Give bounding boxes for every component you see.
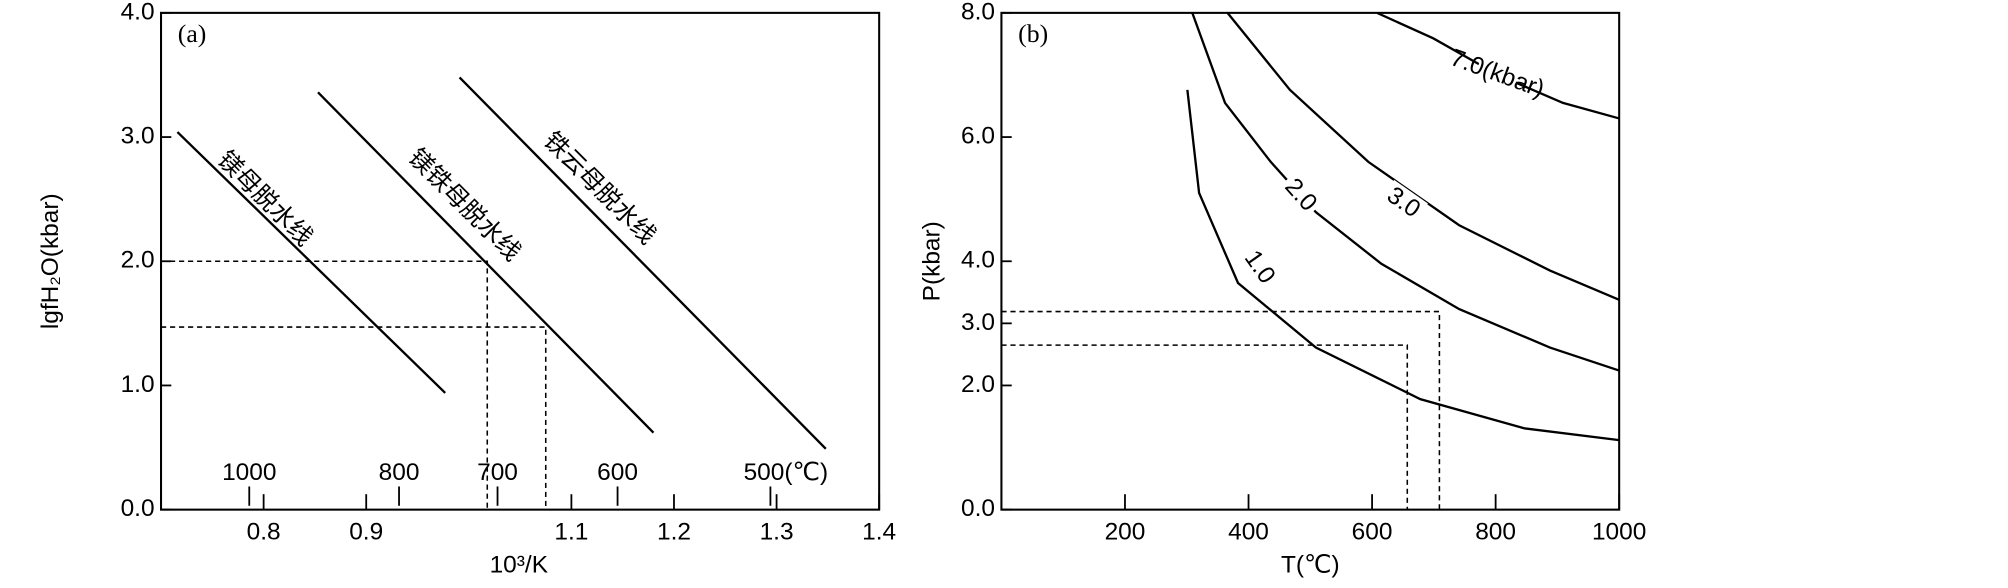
temperature-tick-label: 500(℃) [744, 459, 828, 486]
x-tick-label: 1.4 [862, 518, 896, 545]
panel-label: (a) [178, 19, 207, 48]
x-tick-label: 1.2 [657, 518, 691, 545]
x-axis-label: T(℃) [1281, 552, 1340, 579]
x-tick-label: 1.1 [554, 518, 588, 545]
x-tick-label: 0.9 [349, 518, 383, 545]
plot-frame [160, 11, 881, 511]
x-tick-label: 1000 [1592, 518, 1646, 545]
temperature-tick-label: 1000 [222, 459, 276, 486]
x-tick-label: 400 [1228, 518, 1269, 545]
guide-line [161, 326, 547, 510]
curve [176, 131, 447, 394]
x-tick-label: 0.8 [247, 518, 281, 545]
x-axis-label: 10³/K [490, 552, 549, 579]
curve-label-bg [1275, 170, 1325, 221]
curve [1191, 12, 1620, 372]
y-tick-label: 6.0 [961, 123, 995, 150]
y-tick-label: 0.0 [121, 495, 155, 522]
y-tick-label: 3.0 [961, 309, 995, 336]
y-tick-label: 3.0 [121, 123, 155, 150]
curve-label: 镁铁母脱水线 [403, 143, 526, 266]
y-tick-label: 2.0 [961, 371, 995, 398]
panel-label: (b) [1018, 19, 1048, 48]
y-tick-label: 8.0 [961, 0, 995, 25]
curve [458, 76, 827, 450]
curve-label: 镁母脱水线 [212, 145, 318, 251]
curve-label: 7.0(kbar) [1447, 44, 1548, 103]
y-tick-label: 0.0 [961, 495, 995, 522]
curve-label-bg [1235, 242, 1283, 293]
curve [1226, 12, 1620, 301]
y-tick-label: 2.0 [121, 247, 155, 274]
curve [1186, 89, 1620, 442]
guide-line [1001, 344, 1409, 510]
temperature-tick-label: 800 [379, 459, 420, 486]
curve-label-bg [1472, 54, 1522, 95]
y-axis-label: lgfH₂O(kbar) [37, 193, 64, 329]
y-tick-label: 1.0 [121, 371, 155, 398]
guide-line [1001, 310, 1441, 510]
x-tick-label: 200 [1105, 518, 1146, 545]
y-axis-label: P(kbar) [919, 221, 946, 301]
temperature-tick-label: 600 [597, 459, 638, 486]
curve-label: 3.0 [1382, 182, 1425, 224]
curve [317, 91, 655, 434]
x-tick-label: 600 [1352, 518, 1393, 545]
x-tick-label: 1.3 [760, 518, 794, 545]
temperature-tick-label: 700 [477, 459, 518, 486]
curve-label: 1.0 [1239, 245, 1281, 288]
curve-label: 铁云母脱水线 [538, 126, 661, 249]
y-tick-label: 4.0 [121, 0, 155, 25]
y-tick-label: 4.0 [961, 247, 995, 274]
curve-label-bg [1377, 179, 1428, 227]
guide-line [161, 260, 489, 510]
x-tick-label: 800 [1475, 518, 1516, 545]
